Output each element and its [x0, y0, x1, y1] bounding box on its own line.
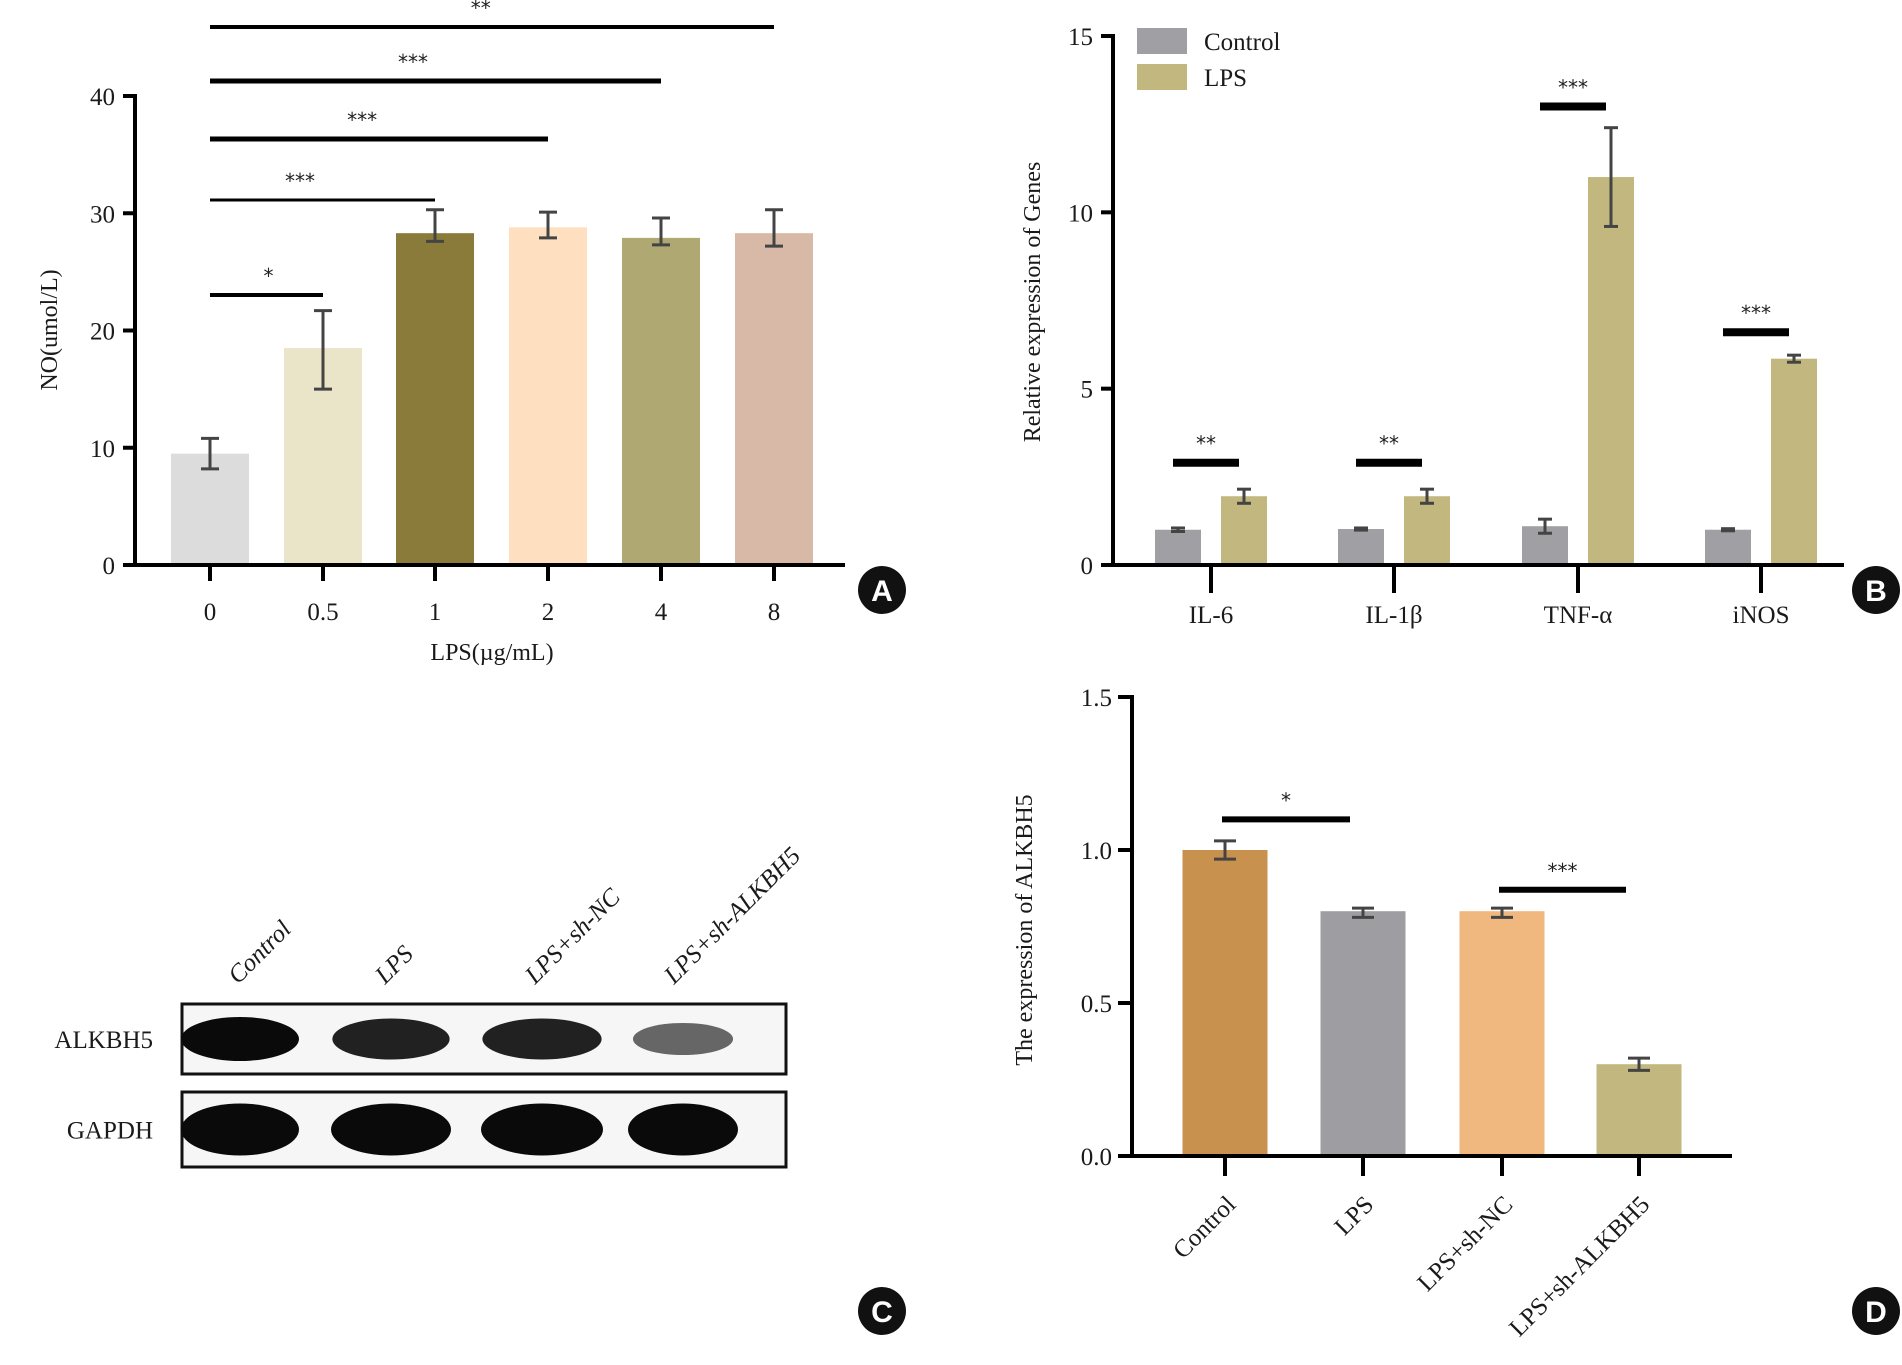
panel-c-letter-badge: C: [858, 1287, 906, 1335]
panel-d-bar-3: [1596, 1064, 1682, 1154]
legend-swatch-control: [1137, 28, 1187, 54]
panel-d-significance-label: *: [1281, 788, 1291, 812]
panel-a-letter-badge: A: [858, 566, 906, 614]
panel-d-letter-badge: D: [1852, 1287, 1900, 1335]
panel-c-row-label: ALKBH5: [54, 1027, 153, 1054]
svg-text:A: A: [871, 575, 893, 608]
panel-b-significance-label: **: [1196, 432, 1216, 456]
panel-b-ytick-label: 0: [1081, 553, 1094, 580]
panel-d-bar-1: [1320, 911, 1406, 1154]
panel-b-bar-lps-0: [1221, 496, 1267, 563]
panel-d-significance-label: ***: [1548, 859, 1578, 883]
panel-a-ytick-label: 30: [90, 201, 115, 228]
panel-c-band: [628, 1103, 738, 1156]
panel-b-ytick-label: 10: [1068, 200, 1093, 227]
panel-b-bar-lps-2: [1588, 177, 1634, 564]
panel-b-xtick-label: TNF-α: [1544, 602, 1613, 629]
panel-b-xtick-label: IL-1β: [1365, 602, 1422, 629]
panel-c-band: [482, 1018, 602, 1060]
panel-b-bar-control-1: [1338, 529, 1384, 563]
panel-c-band: [332, 1018, 450, 1060]
panel-b-bar-control-0: [1155, 529, 1201, 563]
panel-c-row-label: GAPDH: [67, 1118, 153, 1145]
panel-a-xtick-label: 4: [655, 599, 668, 626]
svg-text:C: C: [871, 1296, 893, 1329]
panel-b-ytick-label: 5: [1081, 377, 1094, 404]
panel-a-ytick-label: 20: [90, 319, 115, 346]
panel-a-xtick-label: 1: [429, 599, 442, 626]
panel-d-bar-0: [1182, 850, 1268, 1154]
panel-a-bar-8: [735, 233, 813, 563]
panel-b-bar-lps-3: [1771, 358, 1817, 563]
panel-d-bar-2: [1459, 911, 1545, 1154]
panel-c-band: [481, 1103, 603, 1156]
panel-b-ytick-label: 15: [1068, 24, 1093, 51]
panel-d-xtick-label: Control: [1168, 1191, 1241, 1264]
panel-a-significance-label: *: [264, 264, 274, 288]
legend-label-lps: LPS: [1204, 65, 1247, 92]
panel-c-band: [632, 1022, 734, 1056]
panel-d-ytick-label: 0.5: [1081, 991, 1112, 1018]
panel-a-bar-0: [171, 453, 249, 563]
panel-c-lane-label: Control: [223, 916, 296, 989]
panel-a-bar-1: [396, 233, 474, 563]
panel-d-ytick-label: 1.5: [1081, 685, 1112, 712]
panel-a-significance-label: ***: [347, 108, 377, 132]
panel-a-significance-label: ***: [285, 169, 315, 193]
panel-b-significance-label: **: [1379, 432, 1399, 456]
panel-a-ytick-label: 0: [103, 553, 116, 580]
panel-c-lane-label: LPS: [369, 940, 419, 990]
panel-d-ylabel: The expression of ALKBH5: [1012, 794, 1038, 1065]
panel-c-lane-label: LPS+sh-NC: [519, 883, 626, 990]
svg-text:B: B: [1865, 575, 1887, 608]
legend-label-control: Control: [1204, 29, 1280, 56]
panel-b-bar-lps-1: [1404, 496, 1450, 563]
panel-a-ytick-label: 10: [90, 436, 115, 463]
svg-text:D: D: [1865, 1296, 1887, 1329]
panel-a-bar-4: [622, 237, 700, 563]
panel-b-letter-badge: B: [1852, 566, 1900, 614]
panel-a-bar-2: [509, 227, 587, 563]
panel-d-xtick-label: LPS+sh-ALKBH5: [1504, 1191, 1655, 1342]
panel-c-band: [181, 1103, 299, 1156]
panel-b-legend: Control LPS: [1137, 28, 1280, 92]
panel-a-xlabel: LPS(µg/mL): [430, 640, 553, 666]
panel-d-chart: The expression of ALKBH5 **** 0.00.51.01…: [1012, 685, 1900, 1342]
panel-a-significance-label: **: [471, 0, 491, 20]
panel-d-ytick-label: 1.0: [1081, 838, 1112, 865]
panel-a-chart: NO(umol/L) LPS(µg/mL) ************ 01020…: [37, 0, 906, 666]
panel-b-xtick-label: iNOS: [1733, 602, 1790, 629]
panel-b-significance-label: ***: [1741, 301, 1771, 325]
panel-b-bar-control-3: [1705, 529, 1751, 563]
panel-c-band: [181, 1017, 299, 1061]
legend-swatch-lps: [1137, 64, 1187, 90]
panel-a-xtick-label: 0: [204, 599, 217, 626]
panel-a-xtick-label: 0.5: [307, 599, 338, 626]
panel-d-xtick-label: LPS: [1330, 1191, 1380, 1241]
panel-b-significance-label: ***: [1558, 76, 1588, 100]
panel-c-western-blot: Control LPS LPS+sh-NC LPS+sh-ALKBH5 ALKBH5 G…: [54, 842, 906, 1335]
panel-a-ytick-label: 40: [90, 84, 115, 111]
panel-d-ytick-label: 0.0: [1081, 1144, 1112, 1171]
panel-b-ylabel: Relative expression of Genes: [1020, 162, 1046, 443]
panel-c-lane-label: LPS+sh-ALKBH5: [658, 842, 806, 990]
panel-a-ylabel: NO(umol/L): [37, 269, 63, 390]
panel-b-xtick-label: IL-6: [1189, 602, 1233, 629]
panel-a-significance-label: ***: [398, 50, 428, 74]
panel-b-chart: Relative expression of Genes ** ******** …: [1020, 24, 1900, 629]
panel-a-xtick-label: 2: [542, 599, 555, 626]
panel-d-xtick-label: LPS+sh-NC: [1413, 1191, 1519, 1297]
panel-c-band: [331, 1103, 451, 1156]
panel-a-xtick-label: 8: [768, 599, 781, 626]
